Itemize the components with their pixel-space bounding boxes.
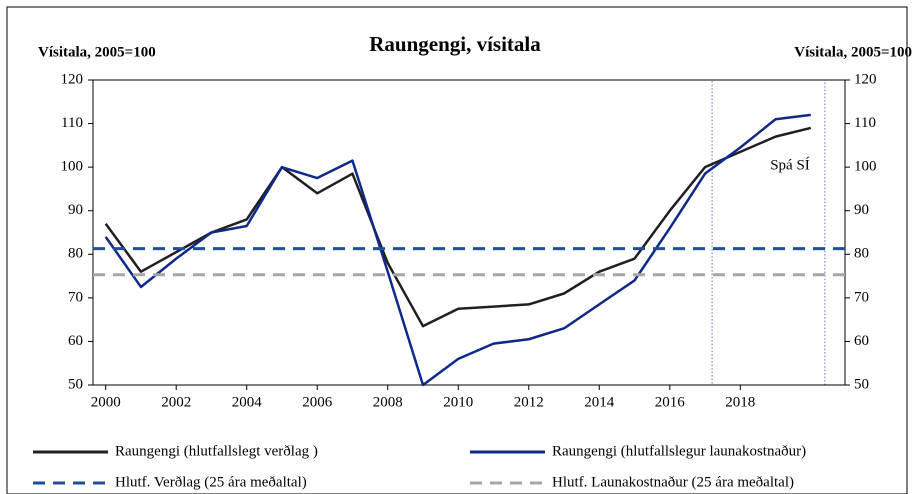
series-line bbox=[104, 113, 811, 387]
x-tick-label: 2004 bbox=[232, 394, 263, 410]
y2-tick-label: 90 bbox=[854, 202, 869, 218]
x-tick-label: 2008 bbox=[373, 394, 403, 410]
legend-label: Hlutf. Launakostnaður (25 ára meðaltal) bbox=[552, 474, 794, 490]
x-tick-label: 2000 bbox=[91, 394, 121, 410]
x-tick-label: 2002 bbox=[161, 394, 191, 410]
y-tick-label: 100 bbox=[61, 159, 84, 175]
annotation: Spá SÍ bbox=[770, 156, 810, 173]
y-tick-label: 50 bbox=[68, 376, 83, 392]
legend-label: Raungengi (hlutfallslegur launakostnaður… bbox=[552, 443, 806, 459]
y-tick-label: 70 bbox=[68, 289, 83, 305]
y2-tick-label: 70 bbox=[854, 289, 869, 305]
x-tick-label: 2014 bbox=[584, 394, 615, 410]
y2-axis-label: Vísitala, 2005=100 bbox=[794, 44, 912, 60]
y2-tick-label: 50 bbox=[854, 376, 869, 392]
y2-tick-label: 80 bbox=[854, 246, 869, 262]
legend-label: Hlutf. Verðlag (25 ára meðaltal) bbox=[115, 474, 307, 490]
frame bbox=[6, 6, 908, 494]
y-tick-label: 90 bbox=[68, 202, 83, 218]
y-axis-label: Vísitala, 2005=100 bbox=[38, 44, 156, 60]
y-tick-label: 80 bbox=[68, 246, 83, 262]
x-tick-label: 2018 bbox=[725, 394, 755, 410]
x-tick-label: 2012 bbox=[514, 394, 544, 410]
y2-tick-label: 120 bbox=[854, 71, 877, 87]
y-tick-label: 110 bbox=[61, 115, 83, 131]
x-tick-label: 2016 bbox=[655, 394, 686, 410]
y-tick-label: 60 bbox=[68, 333, 83, 349]
y2-tick-label: 110 bbox=[854, 115, 876, 131]
chart-title: Raungengi, vísitala bbox=[369, 32, 541, 56]
series-line bbox=[104, 126, 812, 328]
y2-tick-label: 100 bbox=[854, 159, 877, 175]
legend-label: Raungengi (hlutfallslegt verðlag ) bbox=[115, 443, 318, 459]
x-tick-label: 2006 bbox=[302, 394, 333, 410]
x-tick-label: 2010 bbox=[443, 394, 473, 410]
y-tick-label: 120 bbox=[61, 71, 84, 87]
y2-tick-label: 60 bbox=[854, 333, 869, 349]
